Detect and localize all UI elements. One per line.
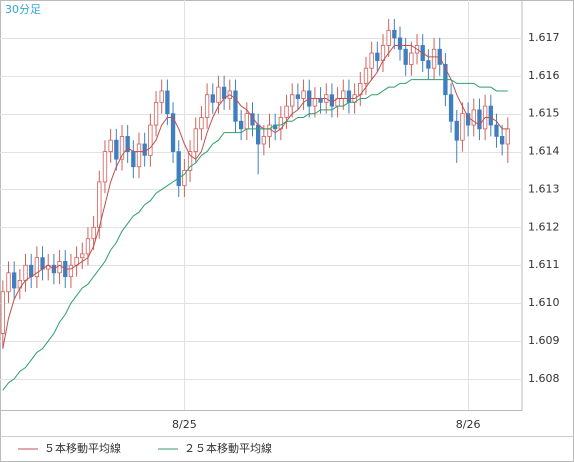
candle-body xyxy=(477,109,482,130)
candle-body xyxy=(397,37,403,50)
candle-body xyxy=(454,120,459,141)
candle-body xyxy=(341,90,346,99)
candle-body xyxy=(114,139,119,160)
candle-body xyxy=(256,124,261,145)
y-tick-label: 1.614 xyxy=(528,145,560,158)
candle-body xyxy=(295,94,301,99)
candle-body xyxy=(165,90,170,115)
grid xyxy=(0,0,522,410)
candle-body xyxy=(465,113,471,126)
candle-body xyxy=(403,48,408,65)
candle-body xyxy=(261,136,266,145)
legend-label: ２５本移動平均線 xyxy=(184,441,272,455)
candle-body xyxy=(290,94,295,107)
candle-body xyxy=(494,124,499,137)
candle-body xyxy=(91,226,96,240)
candle-body xyxy=(426,60,431,69)
candle-body xyxy=(363,67,369,84)
x-tick-label: 8/25 xyxy=(172,418,197,431)
candle-body xyxy=(448,94,454,122)
candle-body xyxy=(346,90,352,103)
candle-body xyxy=(284,105,289,118)
candle-body xyxy=(471,109,476,126)
period-label: 30分足 xyxy=(5,3,41,16)
candle-body xyxy=(386,29,391,46)
candle-body xyxy=(267,124,272,137)
candle-body xyxy=(312,98,318,107)
candle-body xyxy=(488,105,493,126)
candle-body xyxy=(170,113,176,152)
candle-body xyxy=(199,117,204,130)
candle-body xyxy=(499,136,505,145)
candle-body xyxy=(221,86,227,99)
y-tick-label: 1.610 xyxy=(528,296,560,309)
candle-body xyxy=(34,257,40,278)
candle-body xyxy=(460,113,465,141)
y-tick-label: 1.616 xyxy=(528,69,560,82)
candle-body xyxy=(85,238,91,255)
candle-body xyxy=(329,94,335,107)
candle-body xyxy=(6,272,11,293)
candle-body xyxy=(125,136,130,152)
candle-body xyxy=(23,264,28,281)
y-tick-label: 1.608 xyxy=(528,372,560,385)
candle-body xyxy=(80,253,85,259)
candle-body xyxy=(131,151,136,168)
candle-body xyxy=(159,90,164,103)
candle-body xyxy=(233,90,238,122)
candle-body xyxy=(375,52,380,62)
y-tick-label: 1.613 xyxy=(528,182,560,195)
moving-average-line xyxy=(2,44,508,349)
y-tick-label: 1.615 xyxy=(528,107,560,120)
candle-body xyxy=(505,128,510,145)
candle-body xyxy=(193,128,198,152)
candle-body xyxy=(142,143,147,156)
candle-body xyxy=(68,264,74,278)
candle-body xyxy=(182,170,187,187)
period-box xyxy=(1,1,47,18)
marks xyxy=(0,18,510,391)
moving-average-line xyxy=(2,79,508,391)
candle-body xyxy=(0,291,5,334)
candle-body xyxy=(102,151,108,183)
candle-body xyxy=(12,272,17,289)
candle-body xyxy=(204,94,210,118)
plot-area xyxy=(0,0,523,411)
candle-body xyxy=(409,52,414,65)
candle-body xyxy=(238,120,244,130)
candle-body xyxy=(108,139,113,152)
candle-body xyxy=(318,98,323,103)
y-tick-label: 1.609 xyxy=(528,334,560,347)
candle-body xyxy=(392,29,397,39)
y-tick-label: 1.612 xyxy=(528,220,560,233)
candle-body xyxy=(301,90,306,99)
candle-body xyxy=(369,52,374,69)
candle-body xyxy=(40,257,45,270)
x-tick-label: 8/26 xyxy=(456,418,481,431)
candle-body xyxy=(29,264,34,278)
candle-body xyxy=(148,124,153,156)
y-tick-label: 1.617 xyxy=(528,31,560,44)
candle-body xyxy=(136,143,142,168)
legend-label: ５本移動平均線 xyxy=(44,441,121,455)
candle-body xyxy=(187,151,193,171)
candle-body xyxy=(210,94,215,103)
candle-body xyxy=(216,86,221,103)
candle-body xyxy=(119,136,125,160)
y-tick-label: 1.611 xyxy=(528,258,560,271)
candle-body xyxy=(431,48,437,69)
candle-body xyxy=(176,151,181,187)
candle-body xyxy=(244,113,249,130)
candle-body xyxy=(57,261,62,274)
candle-body xyxy=(153,101,159,126)
